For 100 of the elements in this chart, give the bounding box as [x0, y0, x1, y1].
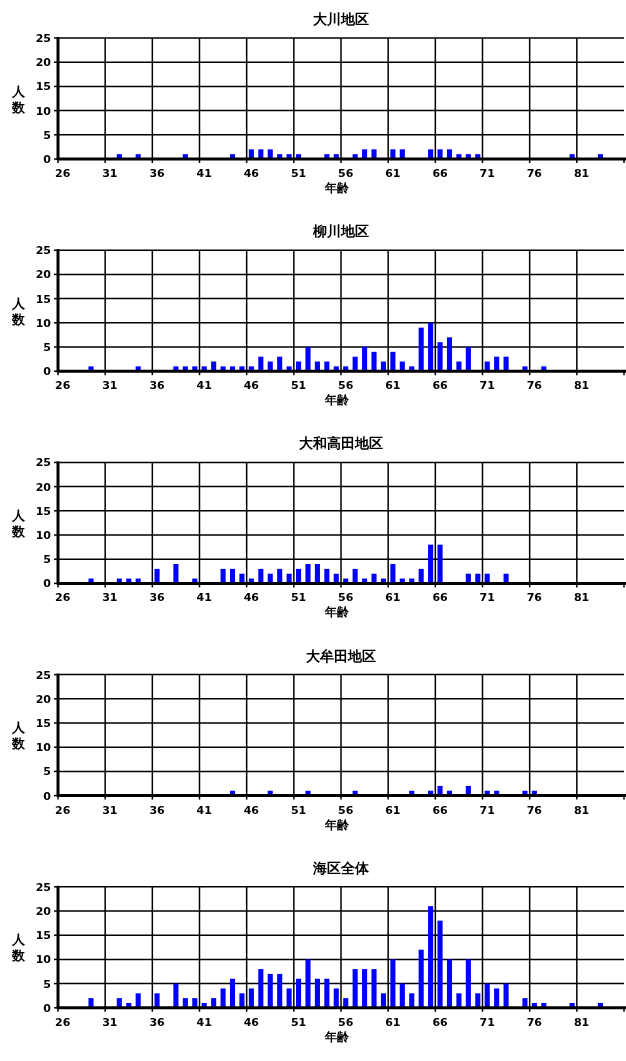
x-axis-title: 年齢	[324, 1029, 350, 1044]
y-tick-label: 25	[35, 32, 51, 45]
x-tick-label: 41	[196, 803, 212, 817]
x-tick-label: 71	[479, 167, 495, 180]
chart-title: 柳川地区	[312, 223, 369, 240]
x-tick-label: 26	[55, 803, 71, 817]
x-tick-label: 46	[243, 591, 260, 605]
x-tick-label: 56	[338, 803, 354, 817]
x-tick-label: 66	[432, 167, 449, 180]
y-tick-label: 5	[43, 765, 51, 779]
y-tick-label: 15	[35, 929, 51, 943]
x-axis-title: 年齢	[324, 181, 350, 195]
y-tick-label: 20	[35, 905, 52, 918]
x-tick-label: 26	[55, 591, 71, 605]
x-tick-label: 26	[55, 379, 71, 393]
x-tick-label: 61	[385, 591, 401, 605]
x-tick-label: 51	[290, 1015, 307, 1029]
y-tick-label: 0	[43, 153, 52, 166]
chart-title: 大川地区	[313, 11, 369, 27]
y-axis-title: 人数	[10, 507, 26, 539]
y-tick-label: 15	[35, 80, 51, 94]
x-tick-label: 41	[196, 167, 212, 180]
x-tick-label: 31	[102, 803, 118, 817]
y-tick-label: 10	[35, 529, 52, 542]
x-tick-label: 66	[432, 1015, 449, 1029]
y-tick-label: 20	[35, 268, 52, 282]
x-tick-label: 76	[526, 803, 543, 817]
y-tick-label: 5	[43, 128, 51, 142]
x-tick-label: 26	[55, 167, 71, 180]
x-tick-label: 81	[573, 591, 590, 605]
x-tick-label: 51	[290, 379, 307, 393]
x-tick-label: 56	[338, 379, 354, 393]
x-tick-label: 31	[102, 379, 118, 393]
x-tick-label: 61	[385, 379, 401, 393]
y-axis-title: 人数	[10, 83, 26, 115]
y-tick-label: 25	[35, 456, 51, 470]
x-tick-label: 66	[432, 803, 449, 817]
x-tick-label: 81	[573, 167, 590, 180]
y-tick-label: 15	[35, 292, 51, 306]
chart-title: 大和高田地区	[299, 435, 383, 452]
x-tick-label: 41	[196, 379, 212, 393]
x-tick-label: 46	[243, 379, 260, 393]
y-tick-label: 20	[35, 480, 52, 494]
x-tick-label: 61	[385, 167, 401, 180]
y-tick-label: 10	[35, 104, 52, 118]
y-tick-label: 25	[35, 880, 51, 894]
x-tick-label: 76	[526, 591, 543, 605]
x-tick-label: 51	[290, 591, 307, 605]
x-axis-title: 年齢	[324, 393, 350, 408]
x-tick-label: 56	[338, 1015, 354, 1029]
y-tick-label: 5	[43, 553, 51, 567]
x-tick-label: 76	[526, 379, 543, 393]
y-axis-title: 人数	[10, 932, 26, 964]
y-tick-label: 10	[35, 741, 52, 755]
x-tick-label: 41	[196, 591, 212, 605]
x-tick-label: 61	[385, 1015, 401, 1029]
x-tick-label: 36	[149, 379, 166, 393]
y-tick-label: 10	[35, 953, 52, 967]
x-tick-label: 36	[149, 167, 166, 180]
x-tick-label: 71	[479, 379, 495, 393]
y-tick-label: 25	[35, 244, 51, 258]
x-tick-label: 51	[290, 167, 307, 180]
x-tick-label: 31	[102, 167, 118, 180]
x-tick-label: 51	[290, 803, 307, 817]
y-tick-label: 0	[43, 789, 52, 803]
x-tick-label: 46	[243, 167, 260, 180]
x-tick-label: 56	[338, 167, 354, 180]
y-tick-label: 5	[43, 341, 51, 354]
y-tick-label: 20	[35, 692, 52, 706]
x-tick-label: 81	[573, 379, 590, 393]
x-tick-label: 31	[102, 1015, 118, 1029]
x-tick-label: 36	[149, 803, 166, 817]
x-tick-label: 81	[573, 1015, 590, 1029]
x-tick-label: 56	[338, 591, 354, 605]
x-tick-label: 66	[432, 379, 449, 393]
y-tick-label: 25	[35, 668, 51, 682]
y-tick-label: 20	[35, 56, 52, 70]
x-tick-label: 76	[526, 167, 543, 180]
x-tick-label: 46	[243, 803, 260, 817]
x-tick-label: 36	[149, 591, 166, 605]
x-tick-label: 31	[102, 591, 118, 605]
y-axis-title: 人数	[10, 295, 26, 327]
y-tick-label: 5	[43, 977, 51, 991]
x-tick-label: 41	[196, 1015, 212, 1029]
y-tick-label: 15	[35, 717, 51, 730]
chart-title: 大牟田地区	[306, 647, 376, 664]
y-tick-label: 0	[43, 577, 52, 591]
y-tick-label: 10	[35, 316, 52, 330]
x-axis-title: 年齢	[324, 605, 350, 620]
x-tick-label: 36	[149, 1015, 166, 1029]
x-tick-label: 61	[385, 803, 401, 817]
x-tick-label: 81	[573, 803, 590, 817]
y-axis-title: 人数	[10, 720, 26, 752]
x-tick-label: 66	[432, 591, 449, 605]
y-tick-label: 0	[43, 1001, 52, 1015]
x-tick-label: 76	[526, 1015, 543, 1029]
x-tick-label: 46	[243, 1015, 260, 1029]
x-axis-title: 年齢	[324, 817, 350, 832]
y-tick-label: 0	[43, 365, 52, 379]
x-tick-label: 71	[479, 803, 495, 817]
